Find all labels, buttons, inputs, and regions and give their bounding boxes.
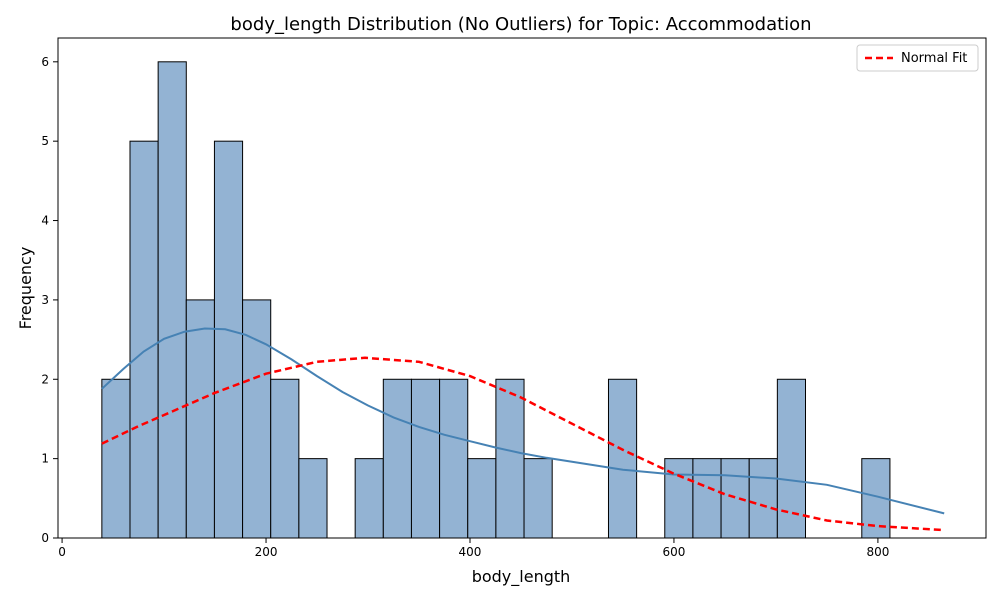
- y-tick-label: 1: [41, 452, 49, 466]
- x-tick-label: 400: [459, 545, 482, 559]
- normal-fit-curve: [101, 356, 945, 532]
- histogram-bar: [354, 458, 384, 539]
- histogram-bar: [101, 378, 131, 539]
- x-tick-label: 200: [255, 545, 278, 559]
- histogram-bar: [692, 458, 722, 539]
- bars-layer: [101, 61, 891, 539]
- x-tick-label: 800: [866, 545, 889, 559]
- histogram-bar: [185, 299, 215, 539]
- histogram-bar: [129, 140, 159, 539]
- y-axis-label: Frequency: [16, 247, 35, 330]
- histogram-bar: [298, 458, 328, 539]
- legend: Normal Fit: [856, 44, 979, 72]
- y-tick-label: 5: [41, 134, 49, 148]
- legend-box: [856, 44, 979, 72]
- y-tick-label: 6: [41, 55, 49, 69]
- x-tick-label: 0: [58, 545, 66, 559]
- histogram-bar: [523, 458, 553, 539]
- plot-frame: [57, 37, 987, 539]
- histogram-bar: [748, 458, 778, 539]
- legend-normal-fit-label: Normal Fit: [901, 51, 967, 66]
- histogram-bar: [776, 378, 806, 539]
- curves-layer: [101, 327, 945, 532]
- histogram-bar: [382, 378, 412, 539]
- axes-layer: 0 200 400 600 800 0 1 2 3 4 5 6: [41, 37, 987, 559]
- y-tick-label: 4: [41, 214, 49, 228]
- chart-title: body_length Distribution (No Outliers) f…: [230, 14, 811, 35]
- y-tick-label: 3: [41, 293, 49, 307]
- histogram-bar: [157, 61, 187, 539]
- x-axis-label: body_length: [472, 567, 571, 587]
- histogram-bar: [439, 378, 469, 539]
- y-tick-label: 0: [41, 531, 49, 545]
- x-tick-label: 600: [662, 545, 685, 559]
- histogram-bar: [270, 378, 300, 539]
- histogram-bar: [607, 378, 638, 539]
- kde-curve: [101, 327, 945, 515]
- histogram-bar: [720, 458, 750, 539]
- histogram-bar: [213, 140, 244, 539]
- histogram-bar: [410, 378, 441, 539]
- histogram-bar: [467, 458, 497, 539]
- y-tick-label: 2: [41, 372, 49, 386]
- histogram-bar: [495, 378, 525, 539]
